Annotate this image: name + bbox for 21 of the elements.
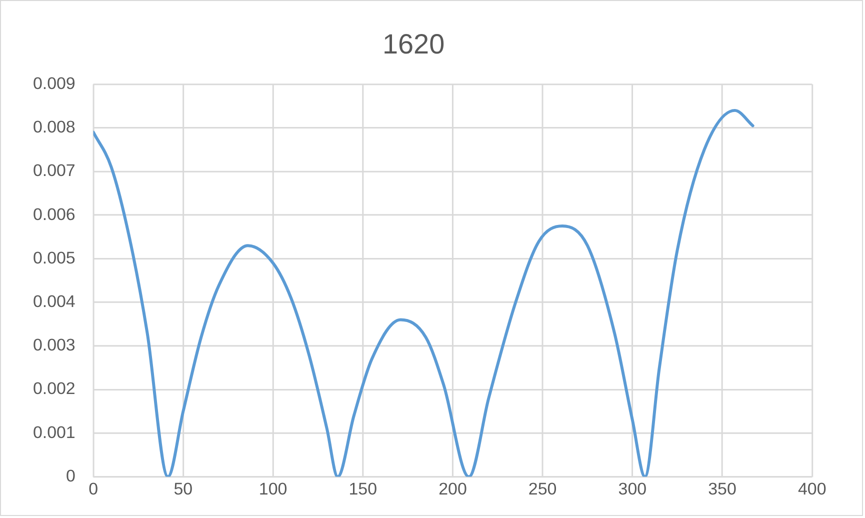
- line-series: [93, 108, 754, 477]
- x-tick-label: 0: [88, 480, 98, 499]
- x-tick-label: 300: [618, 480, 647, 499]
- y-tick-label: 0.008: [32, 118, 76, 137]
- y-tick-label: 0.005: [32, 248, 76, 268]
- y-tick-label: 0.001: [32, 422, 76, 442]
- x-tick-label: 50: [174, 480, 193, 499]
- y-tick-label: 0.002: [32, 379, 76, 398]
- x-tick-label: 100: [258, 480, 288, 499]
- x-tick-label: 400: [798, 480, 826, 499]
- y-tick-label: 0.009: [32, 74, 76, 93]
- x-tick-label: 250: [528, 480, 557, 499]
- x-tick-label: 150: [348, 480, 378, 499]
- y-tick-label: 0.003: [32, 336, 76, 355]
- y-tick-label: 0.006: [32, 204, 76, 224]
- chart-title: 1620: [382, 28, 445, 60]
- y-tick-label: 0.007: [32, 161, 76, 180]
- y-tick-label: 0.004: [32, 292, 76, 311]
- x-tick-label: 200: [438, 480, 467, 499]
- x-tick-label: 350: [708, 480, 736, 499]
- y-tick-label: 0: [66, 466, 76, 486]
